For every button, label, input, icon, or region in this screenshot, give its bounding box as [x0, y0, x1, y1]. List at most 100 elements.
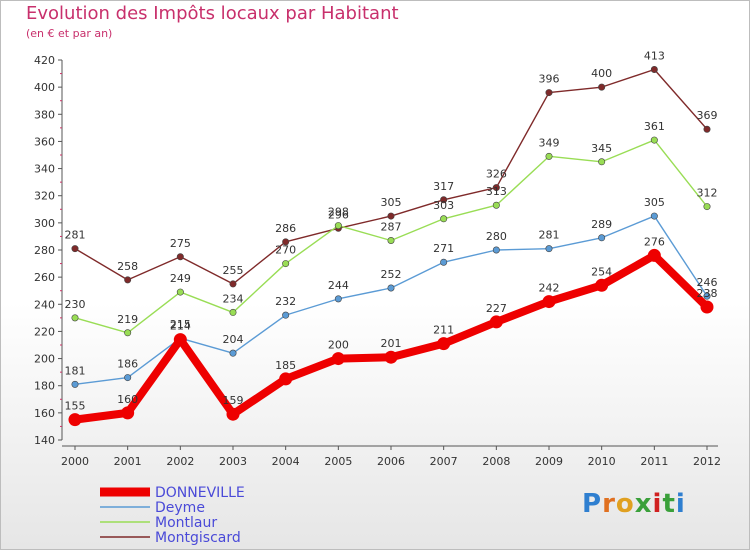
- data-point: [545, 89, 553, 97]
- y-tick-label: 280: [34, 244, 55, 257]
- data-point: [440, 258, 448, 266]
- x-tick-label: 2010: [588, 455, 616, 468]
- y-tick-label: 200: [34, 353, 55, 366]
- data-label: 155: [65, 400, 86, 413]
- proxiti-logo: Proxiti: [582, 489, 686, 519]
- data-label: 270: [275, 244, 296, 257]
- logo-letter: x: [634, 489, 653, 519]
- data-label: 361: [644, 120, 665, 133]
- data-label: 201: [381, 337, 402, 350]
- data-label: 271: [433, 242, 454, 255]
- data-point: [595, 278, 609, 292]
- data-point: [68, 413, 82, 427]
- data-label: 396: [539, 73, 560, 86]
- data-point: [387, 284, 395, 292]
- logo-letter: P: [582, 489, 603, 519]
- series-line-montgiscard: [74, 68, 708, 285]
- data-point: [124, 329, 132, 337]
- data-point: [229, 349, 237, 357]
- data-point: [598, 158, 606, 166]
- data-point: [279, 372, 293, 386]
- data-label: 296: [328, 208, 349, 221]
- logo-letter: o: [615, 489, 635, 519]
- x-tick-label: 2001: [114, 455, 142, 468]
- data-label: 160: [117, 393, 138, 406]
- data-label: 204: [223, 333, 244, 346]
- logo-letter: i: [675, 489, 686, 519]
- data-point: [703, 125, 711, 133]
- legend-label: Deyme: [155, 500, 205, 516]
- data-label: 234: [223, 292, 244, 305]
- y-tick-label: 140: [34, 434, 55, 447]
- legend-label: DONNEVILLE: [155, 485, 245, 501]
- data-point: [124, 276, 132, 284]
- data-label: 305: [644, 196, 665, 209]
- data-point: [71, 245, 79, 253]
- data-label: 400: [591, 67, 612, 80]
- data-label: 211: [433, 324, 454, 337]
- chart-title: Evolution des Impôts locaux par Habitant: [26, 3, 399, 24]
- data-label: 159: [223, 394, 244, 407]
- y-tick-label: 340: [34, 163, 55, 176]
- data-point: [703, 203, 711, 211]
- data-point: [124, 374, 132, 382]
- data-label: 275: [170, 237, 191, 250]
- data-point: [176, 253, 184, 261]
- x-tick-label: 2007: [430, 455, 458, 468]
- y-tick-label: 380: [34, 108, 55, 121]
- x-tick-label: 2008: [482, 455, 510, 468]
- data-label: 215: [170, 318, 191, 331]
- data-point: [387, 237, 395, 245]
- data-point: [598, 234, 606, 242]
- x-tick-label: 2006: [377, 455, 405, 468]
- data-label: 185: [275, 359, 296, 372]
- data-label: 249: [170, 272, 191, 285]
- legend-label: Montgiscard: [155, 530, 241, 546]
- data-label: 258: [117, 260, 138, 273]
- data-point: [121, 406, 135, 420]
- logo-letter: r: [602, 489, 616, 519]
- data-labels-layer: 281 258 275 255 286 296 305 317 326 396 400 413 369 2…: [65, 50, 718, 413]
- x-tick-label: 2004: [272, 455, 300, 468]
- data-label: 244: [328, 279, 349, 292]
- data-point: [229, 308, 237, 316]
- data-point: [334, 222, 342, 230]
- data-label: 349: [539, 136, 560, 149]
- data-point: [384, 350, 398, 364]
- data-label: 246: [697, 276, 718, 289]
- data-label: 312: [697, 187, 718, 200]
- y-tick-label: 320: [34, 190, 55, 203]
- x-tick-label: 2009: [535, 455, 563, 468]
- data-label: 345: [591, 142, 612, 155]
- data-point: [437, 337, 451, 351]
- data-label: 317: [433, 180, 454, 193]
- data-label: 232: [275, 295, 296, 308]
- data-label: 326: [486, 168, 507, 181]
- data-point: [173, 333, 187, 347]
- data-label: 287: [381, 221, 402, 234]
- y-tick-label: 360: [34, 135, 55, 148]
- data-label: 242: [539, 282, 560, 295]
- y-tick-label: 260: [34, 271, 55, 284]
- x-tick-label: 2005: [324, 455, 352, 468]
- data-label: 369: [697, 109, 718, 122]
- data-label: 413: [644, 50, 665, 63]
- data-label: 254: [591, 265, 612, 278]
- data-label: 227: [486, 302, 507, 315]
- data-point: [71, 314, 79, 322]
- data-point: [440, 215, 448, 223]
- chart-axes: 140 160 180 200 220 240 260 280 300 320 340 360 380 4…: [34, 54, 721, 468]
- data-label: 298: [328, 206, 349, 219]
- x-tick-label: 2000: [61, 455, 89, 468]
- data-point: [492, 201, 500, 209]
- y-tick-label: 220: [34, 325, 55, 338]
- data-label: 286: [275, 222, 296, 235]
- y-tick-label: 160: [34, 407, 55, 420]
- data-point: [542, 295, 556, 309]
- y-tick-label: 420: [34, 54, 55, 67]
- legend-label: Montlaur: [155, 515, 217, 531]
- x-tick-label: 2002: [166, 455, 194, 468]
- data-point: [650, 212, 658, 220]
